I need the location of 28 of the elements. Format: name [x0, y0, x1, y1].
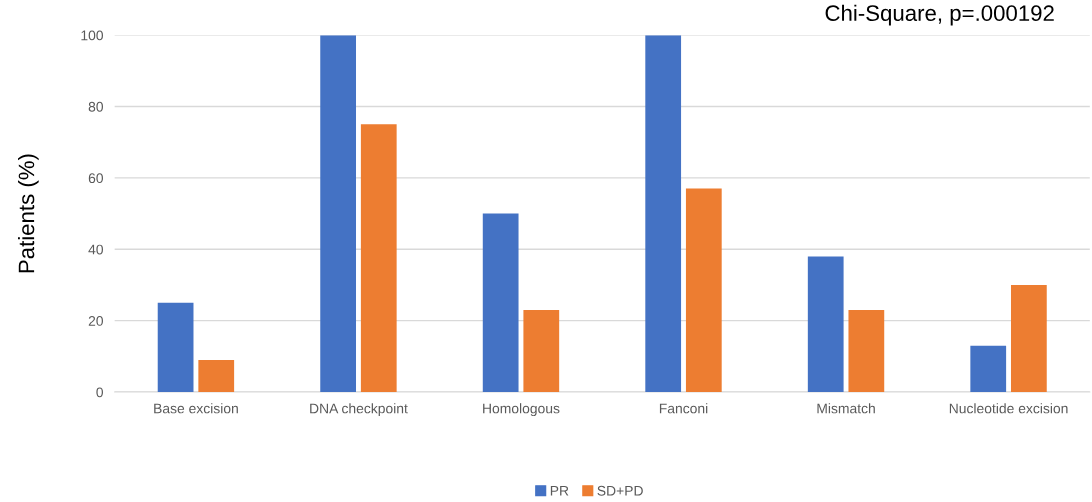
x-tick-label: Nucleotide excision: [949, 403, 1068, 414]
bar: [482, 213, 519, 393]
bar: [360, 124, 397, 393]
bar: [807, 256, 844, 393]
legend-label: SD+PD: [597, 485, 643, 496]
bar: [198, 359, 235, 393]
x-tick-label: Base excision: [154, 403, 238, 414]
bar: [645, 35, 682, 393]
y-tick-label: 0: [96, 387, 104, 398]
y-tick-label: 100: [81, 30, 104, 41]
y-tick-label: 20: [88, 316, 104, 326]
bar: [523, 309, 560, 393]
x-tick-label: Homologous: [483, 403, 560, 417]
text: Chi-Square, p=.000192: [825, 4, 1054, 26]
bar: [157, 302, 194, 393]
y-axis-title: Patients (%): [18, 154, 39, 273]
y-tick-label: 60: [88, 173, 104, 184]
bar: [970, 345, 1007, 393]
bar: [320, 35, 357, 393]
bar: [1010, 284, 1047, 393]
x-tick-label: Mismatch: [817, 403, 875, 414]
bar: [685, 188, 722, 393]
y-tick-label: 40: [88, 244, 104, 255]
x-tick-label: DNA checkpoint: [310, 403, 408, 417]
x-tick-label: Fanconi: [659, 403, 708, 414]
legend-label: PR: [550, 486, 569, 496]
y-tick-label: 80: [88, 101, 104, 112]
bar: [848, 309, 885, 393]
